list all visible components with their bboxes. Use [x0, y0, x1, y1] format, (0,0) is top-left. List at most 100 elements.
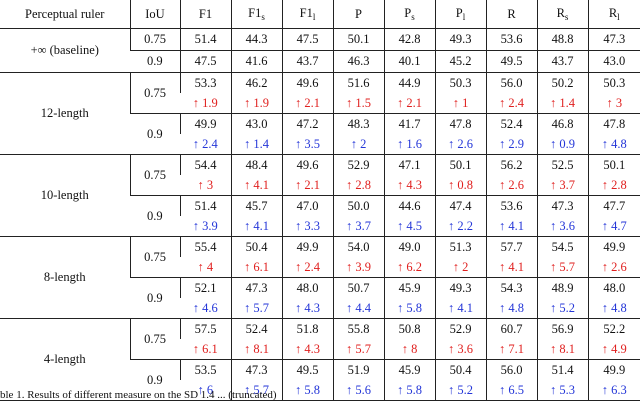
- delta-cell: ↑ 5.8: [281, 380, 333, 401]
- value-cell: 53.3: [179, 72, 231, 93]
- delta-cell: ↑ 2.6: [434, 134, 486, 155]
- column-header-label: IoU: [145, 6, 165, 21]
- value-cell: 50.3: [434, 72, 486, 93]
- delta-cell: ↑ 2.9: [485, 134, 537, 155]
- column-header-label: P: [355, 6, 362, 21]
- delta-cell: ↑ 8: [383, 339, 435, 360]
- table-row: 4-length 0.75 57.5 52.4 51.8 55.8 50.8 52.9 60.7…: [0, 318, 640, 401]
- value-cell: 49.9: [587, 236, 640, 257]
- value-cell: 49.9: [281, 236, 333, 257]
- delta-cell: ↑ 5.7: [332, 339, 384, 360]
- delta-cell: ↑ 3: [587, 93, 640, 114]
- table-row-delta: ↑ 3 ↑ 4.1 ↑ 2.1 ↑ 2.8 ↑ 4.3 ↑ 0.8 ↑ 2.6 ↑ 3.7 ↑ …: [0, 175, 640, 196]
- value-cell: 47.1: [383, 154, 435, 175]
- delta-cell: ↑ 4.4: [332, 298, 384, 319]
- header-row: Perceptual ruler IoU F1 F1s F1l P Ps Pl R Rs Rl: [0, 0, 640, 29]
- value-cell: 52.9: [434, 318, 486, 339]
- value-cell: 44.9: [383, 72, 435, 93]
- delta-cell: ↑ 6.1: [180, 339, 231, 360]
- value-cell: 47.3: [536, 195, 588, 216]
- value-cell: 54.3: [485, 277, 537, 298]
- delta-cell: ↑ 2.1: [281, 93, 333, 114]
- column-header-subscript: s: [261, 12, 265, 22]
- delta-cell: ↑ 2.8: [587, 175, 640, 196]
- value-cell: 49.5: [281, 359, 333, 380]
- value-cell: 47.8: [587, 113, 640, 134]
- iou-cell: 0.75: [129, 72, 180, 114]
- delta-cell: ↑ 5.7: [230, 380, 282, 401]
- value-cell: 51.3: [434, 236, 486, 257]
- column-header: Perceptual ruler: [0, 0, 130, 29]
- delta-cell: ↑ 3.9: [332, 257, 384, 278]
- value-cell: 50.2: [536, 72, 588, 93]
- iou-cell: 0.9: [130, 113, 180, 155]
- value-cell: 57.5: [179, 318, 231, 339]
- row-group-label: 12-length: [0, 72, 130, 155]
- column-header: P: [332, 0, 384, 29]
- value-cell: 46.8: [536, 113, 588, 134]
- value-cell: 47.3: [230, 359, 282, 380]
- iou-cell: 0.9: [130, 359, 180, 401]
- column-header: F1s: [230, 0, 282, 29]
- delta-cell: ↑ 5.7: [536, 257, 588, 278]
- value-cell: 40.1: [383, 50, 435, 73]
- iou-cell: 0.9: [130, 195, 180, 237]
- delta-cell: ↑ 2.4: [180, 134, 231, 155]
- column-header-label: P: [404, 6, 412, 20]
- iou-cell: 0.75: [129, 154, 180, 196]
- table-body: +∞ (baseline) 0.75 51.4 44.3 47.5 50.1 42.8 49.…: [0, 28, 640, 401]
- value-cell: 55.8: [332, 318, 384, 339]
- value-cell: 41.6: [230, 50, 282, 73]
- column-header: Rl: [587, 0, 640, 29]
- table-row: 0.9 52.1 47.3 48.0 50.7 45.9 49.3 54.3 48.9 48.0: [0, 277, 640, 319]
- iou-cell: 0.9: [130, 277, 180, 319]
- delta-cell: ↑ 8.1: [536, 339, 588, 360]
- column-header-label: P: [455, 6, 463, 20]
- value-cell: 52.4: [230, 318, 282, 339]
- delta-cell: ↑ 1: [434, 93, 486, 114]
- table-row-delta: ↑ 4.6 ↑ 5.7 ↑ 4.3 ↑ 4.4 ↑ 5.8 ↑ 4.1 ↑ 4.8 ↑ 5.2…: [0, 298, 640, 319]
- value-cell: 56.2: [485, 154, 537, 175]
- value-cell: 54.4: [179, 154, 231, 175]
- value-cell: 47.7: [587, 195, 640, 216]
- delta-cell: ↑ 4.5: [383, 216, 435, 237]
- value-cell: 46.3: [332, 50, 384, 73]
- value-cell: 45.9: [383, 277, 435, 298]
- column-header-subscript: s: [564, 12, 569, 22]
- value-cell: 53.6: [485, 195, 537, 216]
- column-header: F1: [179, 0, 231, 29]
- delta-cell: ↑ 2.1: [383, 93, 435, 114]
- value-cell: 53.6: [485, 28, 537, 51]
- value-cell: 48.0: [281, 277, 333, 298]
- delta-cell: ↑ 5.7: [230, 298, 282, 319]
- value-cell: 47.8: [434, 113, 486, 134]
- table-row: 8-length 0.75 55.4 50.4 49.9 54.0 49.0 51.3 57.7…: [0, 236, 640, 319]
- value-cell: 56.0: [485, 72, 537, 93]
- value-cell: 46.2: [230, 72, 282, 93]
- column-header-label: R: [608, 6, 618, 20]
- row-group-label: 8-length: [0, 236, 130, 319]
- value-cell: 50.3: [587, 72, 640, 93]
- value-cell: 49.0: [383, 236, 435, 257]
- delta-cell: ↑ 2.4: [281, 257, 333, 278]
- delta-cell: ↑ 1.4: [230, 134, 282, 155]
- value-cell: 48.8: [536, 28, 588, 51]
- delta-cell: ↑ 1.5: [332, 93, 384, 114]
- value-cell: 47.5: [281, 28, 333, 51]
- delta-cell: ↑ 3.6: [434, 339, 486, 360]
- delta-cell: ↑ 7.1: [485, 339, 537, 360]
- table-row-delta: ↑ 1.9 ↑ 1.9 ↑ 2.1 ↑ 1.5 ↑ 2.1 ↑ 1 ↑ 2.4 ↑ 1.4 ↑ …: [0, 93, 640, 114]
- value-cell: 44.3: [230, 28, 282, 51]
- iou-cell: 0.9: [130, 50, 180, 73]
- value-cell: 52.4: [485, 113, 537, 134]
- column-header: R: [485, 0, 537, 29]
- delta-cell: ↑ 0.8: [434, 175, 486, 196]
- value-cell: 43.7: [281, 50, 333, 73]
- delta-cell: ↑ 2.4: [485, 93, 537, 114]
- value-cell: 52.5: [536, 154, 588, 175]
- column-header-label: R: [556, 6, 565, 20]
- value-cell: 48.3: [332, 113, 384, 134]
- value-cell: 50.1: [587, 154, 640, 175]
- value-cell: 49.5: [485, 50, 537, 73]
